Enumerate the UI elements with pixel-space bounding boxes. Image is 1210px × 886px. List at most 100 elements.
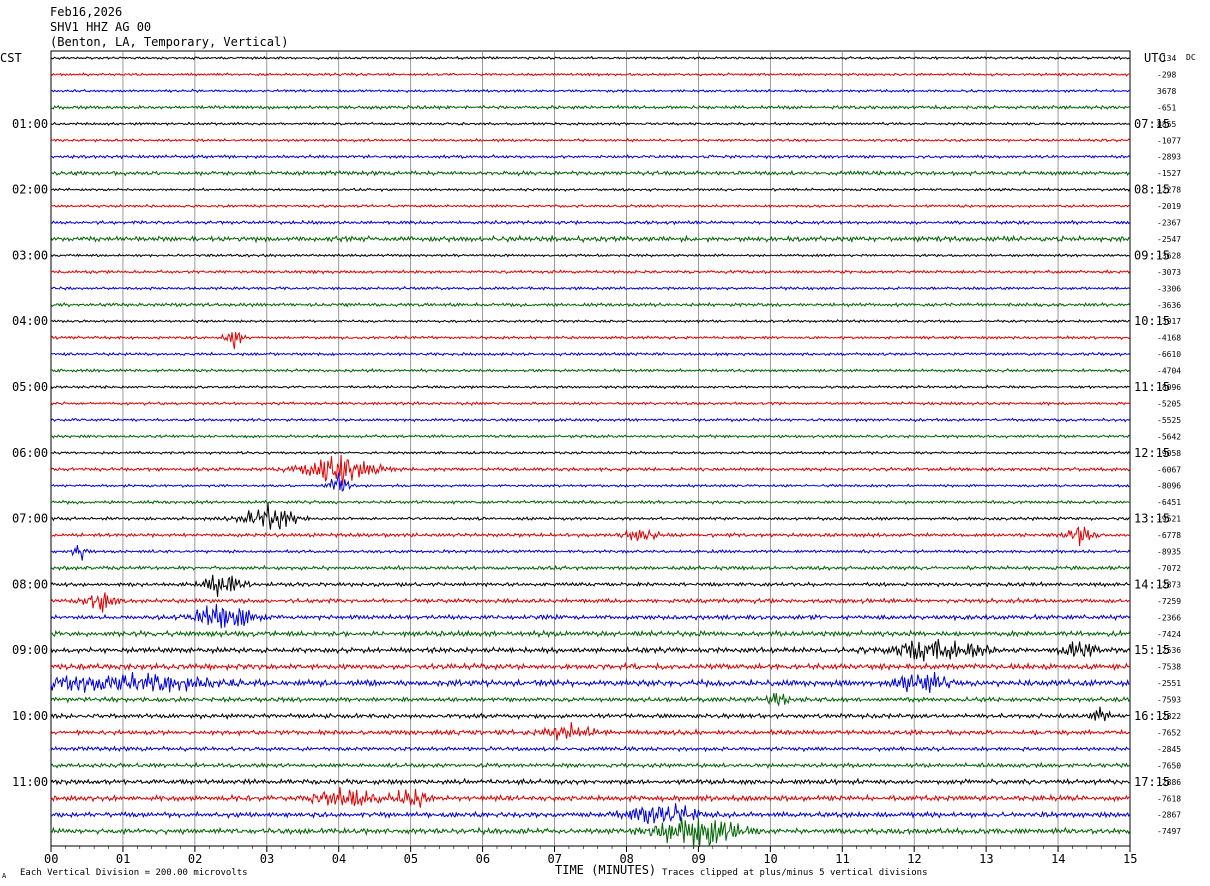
trace-row-7 (50, 169, 1131, 177)
label-group: 00 01 02 03 04 05 06 07 08 09 10 11 12 13 14 15 -134 -298… (12, 54, 1181, 866)
dc-offset-label: -7652 (1157, 728, 1181, 737)
right-hour-label: 14:15 (1134, 577, 1170, 591)
trace-row-28 (50, 503, 1131, 530)
dc-offset-label: -6778 (1157, 531, 1181, 540)
dc-offset-label: -2278 (1157, 186, 1181, 195)
dc-offset-label: -8096 (1157, 383, 1181, 392)
dc-offset-label: -7424 (1157, 630, 1181, 639)
dc-offset-label: -651 (1157, 103, 1176, 112)
dc-offset-label: -6451 (1157, 498, 1181, 507)
header-location: (Benton, LA, Temporary, Vertical) (50, 35, 288, 49)
x-tick-label: 08 (619, 852, 633, 866)
right-hour-label: 17:15 (1134, 775, 1170, 789)
trace-row-40 (50, 706, 1131, 722)
dc-offset-label: -8935 (1157, 548, 1181, 557)
right-hour-label: 08:15 (1134, 183, 1170, 197)
trace-row-30 (50, 545, 1131, 561)
trace-row-21 (50, 400, 1131, 406)
trace-row-34 (50, 603, 1131, 629)
trace-row-32 (50, 574, 1131, 598)
trace-row-5 (50, 137, 1131, 143)
left-hour-label: 11:00 (12, 775, 48, 789)
left-hour-label: 07:00 (12, 512, 48, 526)
trace-row-16 (50, 318, 1131, 324)
trace-row-35 (50, 629, 1131, 639)
header-date: Feb16,2026 (50, 5, 122, 19)
left-hour-label: 03:00 (12, 248, 48, 262)
trace-row-12 (50, 253, 1131, 258)
dc-offset-label: -2886 (1157, 778, 1181, 787)
dc-offset-label: -2551 (1157, 679, 1181, 688)
dc-offset-label: -1077 (1157, 136, 1181, 145)
dc-offset-label: -4168 (1157, 334, 1181, 343)
trace-row-1 (50, 72, 1131, 77)
dc-offset-label: -9058 (1157, 449, 1181, 458)
dc-offset-label: -3073 (1157, 268, 1181, 277)
dc-offset-label: -6067 (1157, 465, 1181, 474)
header-station: SHV1 HHZ AG 00 (50, 20, 151, 34)
trace-row-19 (50, 367, 1131, 374)
x-tick-label: 03 (260, 852, 274, 866)
dc-offset-label: -134 (1157, 54, 1176, 63)
x-tick-label: 14 (1051, 852, 1065, 866)
trace-row-11 (50, 234, 1131, 244)
dc-offset-label: -2867 (1157, 811, 1181, 820)
dc-offset-label: -7650 (1157, 761, 1181, 770)
dc-offset-label: -7538 (1157, 663, 1181, 672)
dc-offset-label: -2845 (1157, 745, 1181, 754)
trace-row-47 (50, 817, 1131, 850)
x-tick-label: 12 (907, 852, 921, 866)
chart-grid (50, 50, 1131, 852)
trace-row-43 (50, 761, 1131, 769)
trace-row-15 (50, 301, 1131, 308)
x-tick-label: 02 (188, 852, 202, 866)
dc-offset-label: -3306 (1157, 284, 1181, 293)
trace-row-41 (50, 721, 1131, 741)
x-tick-label: 09 (691, 852, 705, 866)
trace-row-13 (50, 269, 1131, 275)
dc-offset-label: -8096 (1157, 482, 1181, 491)
left-hour-label: 05:00 (12, 380, 48, 394)
dc-label: DC (1186, 53, 1196, 62)
dc-offset-label: -7259 (1157, 597, 1181, 606)
trace-row-6 (50, 154, 1131, 160)
dc-offset-label: -6610 (1157, 350, 1181, 359)
right-hour-label: 07:15 (1134, 117, 1170, 131)
dc-offset-label: -2019 (1157, 202, 1181, 211)
dc-offset-label: -2547 (1157, 235, 1181, 244)
trace-row-10 (50, 219, 1131, 226)
trace-row-39 (50, 693, 1131, 707)
x-tick-label: 00 (44, 852, 58, 866)
trace-row-29 (50, 526, 1131, 547)
trace-row-36 (50, 638, 1131, 662)
right-hour-label: 12:15 (1134, 446, 1170, 460)
left-hour-label: 10:00 (12, 709, 48, 723)
x-tick-label: 06 (476, 852, 490, 866)
clip-note: Traces clipped at plus/minus 5 vertical … (662, 868, 928, 878)
x-axis-label: TIME (MINUTES) (555, 863, 656, 877)
dc-offset-label: -298 (1157, 70, 1176, 79)
dc-offset-label: -5205 (1157, 399, 1181, 408)
left-hour-label: 01:00 (12, 117, 48, 131)
x-tick-label: 10 (763, 852, 777, 866)
dc-offset-label: -1527 (1157, 169, 1181, 178)
trace-row-37 (50, 661, 1131, 672)
left-hour-label: 06:00 (12, 446, 48, 460)
trace-row-26 (50, 472, 1131, 493)
dc-offset-label: -5642 (1157, 432, 1181, 441)
right-timezone: UTC (1144, 51, 1166, 65)
trace-row-4 (50, 121, 1131, 127)
right-hour-label: 09:15 (1134, 248, 1170, 262)
trace-row-33 (50, 592, 1131, 613)
left-hour-label: 02:00 (12, 183, 48, 197)
dc-offset-label: -2536 (1157, 646, 1181, 655)
right-hour-label: 13:15 (1134, 512, 1170, 526)
dc-offset-label: -5525 (1157, 416, 1181, 425)
dc-offset-label: -7618 (1157, 794, 1181, 803)
x-tick-label: 07 (548, 852, 562, 866)
trace-row-27 (50, 499, 1131, 505)
trace-row-9 (50, 203, 1131, 209)
trace-row-14 (50, 285, 1131, 291)
dc-offset-label: -7072 (1157, 564, 1181, 573)
